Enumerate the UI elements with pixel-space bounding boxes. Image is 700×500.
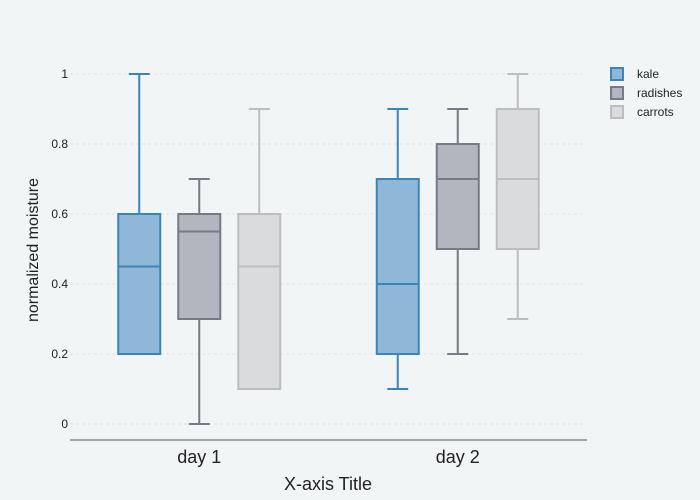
y-tick-label: 1	[61, 67, 68, 81]
x-tick-label: day 2	[436, 447, 480, 467]
y-tick-label: 0	[61, 417, 68, 431]
y-tick-label: 0.6	[51, 207, 68, 221]
y-tick-label: 0.8	[51, 137, 68, 151]
x-tick-label: day 1	[177, 447, 221, 467]
x-axis-title: X-axis Title	[284, 474, 372, 494]
box-iqr	[117, 213, 162, 355]
y-tick-label: 0.2	[51, 347, 68, 361]
legend-swatch-carrots	[610, 105, 624, 119]
legend-label-carrots: carrots	[637, 105, 674, 119]
box-radishes-day-2	[435, 108, 480, 355]
box-iqr	[435, 143, 480, 250]
box-iqr	[375, 178, 420, 355]
legend-swatch-kale	[610, 67, 624, 81]
legend-swatch-radishes	[610, 86, 624, 100]
legend-label-radishes: radishes	[637, 86, 682, 100]
legend-label-kale: kale	[637, 67, 659, 81]
box-iqr	[237, 213, 282, 390]
box-kale-day-2	[375, 108, 420, 390]
box-radishes-day-1	[177, 178, 222, 425]
y-axis-title: normalized moisture	[25, 178, 42, 322]
y-tick-label: 0.4	[51, 277, 68, 291]
box-carrots-day-1	[237, 108, 282, 390]
box-kale-day-1	[117, 73, 162, 355]
box-carrots-day-2	[495, 73, 540, 320]
axes: normalized moisture X-axis Title 0 0.2 0.4…	[25, 67, 587, 494]
legend: kale radishes carrots	[610, 67, 682, 119]
box-iqr	[177, 213, 222, 320]
boxes	[117, 73, 540, 425]
